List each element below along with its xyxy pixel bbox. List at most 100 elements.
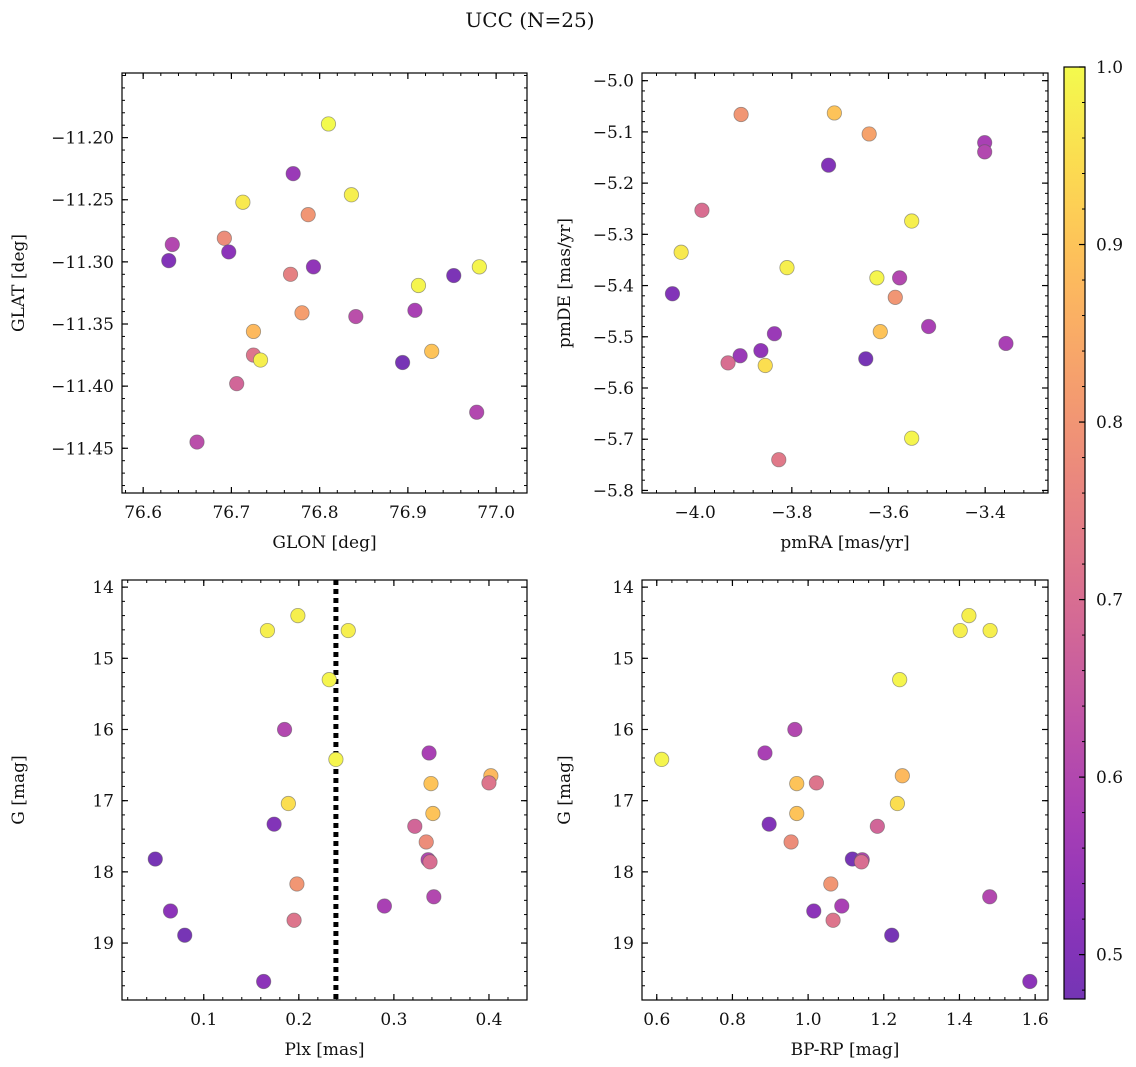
data-point <box>904 430 920 446</box>
y-tick-label: 14 <box>92 578 114 598</box>
data-point <box>977 144 993 160</box>
data-point <box>321 672 337 688</box>
x-tick-label: 76.8 <box>301 503 339 523</box>
x-axis-label: Plx [mas] <box>284 1040 364 1060</box>
data-point <box>424 343 440 359</box>
data-point <box>673 244 689 260</box>
data-point <box>1022 973 1038 990</box>
data-point <box>853 854 870 870</box>
data-point <box>982 622 998 639</box>
data-point <box>216 230 232 246</box>
data-point <box>869 270 885 286</box>
x-tick-label: −3.6 <box>868 503 909 523</box>
data-point <box>177 927 193 943</box>
data-point <box>694 202 710 218</box>
x-tick-label: 0.3 <box>380 1010 407 1030</box>
x-tick-label: 1.2 <box>870 1010 897 1030</box>
y-tick-label: −5.5 <box>593 328 634 348</box>
x-tick-label: 0.6 <box>643 1010 670 1030</box>
data-point <box>826 105 842 121</box>
data-point <box>961 607 977 624</box>
data-point <box>834 898 850 914</box>
data-point <box>423 775 439 792</box>
data-point <box>245 323 262 340</box>
x-tick-label: 76.7 <box>212 503 250 523</box>
data-point <box>761 816 777 832</box>
colorbar-gradient <box>1063 66 1086 1000</box>
x-axis-label: pmRA [mas/yr] <box>780 533 909 553</box>
x-tick-label: 76.9 <box>389 503 427 523</box>
y-tick-label: −5.7 <box>593 430 634 450</box>
data-point <box>252 352 269 368</box>
data-point <box>289 876 305 892</box>
y-tick-label: −11.20 <box>51 129 114 149</box>
data-point <box>376 898 392 914</box>
x-tick-label: 0.2 <box>285 1010 312 1030</box>
data-point <box>753 343 769 359</box>
data-point <box>766 326 783 342</box>
y-tick-label: 18 <box>92 863 114 883</box>
y-tick-label: −5.8 <box>593 481 634 501</box>
axes-frame <box>641 579 1049 1001</box>
data-point <box>300 207 316 223</box>
data-point <box>757 745 773 761</box>
y-axis-label: pmDE [mas/yr] <box>555 218 575 348</box>
axes-frame <box>121 72 528 494</box>
data-point <box>858 351 874 367</box>
colorbar-tick-label: 1.0 <box>1096 58 1123 78</box>
data-point <box>162 903 179 919</box>
x-tick-label: −3.4 <box>965 503 1006 523</box>
data-point <box>425 805 441 822</box>
panel-plx-g: 0.1 0.2 0.3 0.4 14 15 16 17 18 19 Plx [mas] G [mag] <box>9 578 528 1060</box>
data-point <box>422 854 438 870</box>
data-point <box>787 721 803 738</box>
x-tick-label: 0.1 <box>190 1010 217 1030</box>
data-point <box>982 889 998 905</box>
x-tick-label: 1.6 <box>1022 1010 1049 1030</box>
data-point <box>348 308 364 325</box>
data-point <box>410 277 427 294</box>
data-point <box>229 376 245 392</box>
y-axis-label: G [mag] <box>555 755 575 824</box>
y-tick-label: −5.2 <box>593 174 634 194</box>
data-point <box>266 816 282 832</box>
data-point <box>189 434 205 450</box>
data-point <box>825 912 841 928</box>
data-point <box>720 355 736 371</box>
data-point <box>823 876 839 892</box>
colorbar-tick-label: 0.5 <box>1096 946 1123 966</box>
data-point <box>340 622 356 639</box>
x-tick-label: −3.8 <box>771 503 812 523</box>
data-point <box>164 236 180 253</box>
data-point <box>343 187 360 203</box>
data-point <box>904 213 920 229</box>
data-point <box>861 126 877 142</box>
colorbar: 0.5 0.6 0.7 0.8 0.9 1.0 <box>1063 58 1123 1000</box>
data-point <box>820 157 837 173</box>
data-point <box>161 253 177 269</box>
axes-frame <box>641 72 1049 494</box>
y-tick-label: −11.35 <box>51 315 114 335</box>
data-point <box>305 259 322 275</box>
colorbar-tick-label: 0.6 <box>1096 768 1123 788</box>
x-tick-label: 76.6 <box>124 503 162 523</box>
x-axis-label: GLON [deg] <box>272 533 376 553</box>
data-point <box>256 973 272 990</box>
data-point <box>407 818 423 834</box>
y-tick-label: −11.40 <box>51 377 114 397</box>
panel-bprp-g: 0.6 0.8 1.0 1.2 1.4 1.6 14 15 16 17 18 19 BP-RP [mag… <box>555 578 1049 1060</box>
y-tick-label: 16 <box>92 720 114 740</box>
y-axis-label: G [mag] <box>9 755 29 824</box>
data-point <box>147 851 163 867</box>
x-tick-label: 0.8 <box>719 1010 746 1030</box>
y-tick-label: −11.25 <box>51 191 114 211</box>
colorbar-tick-label: 0.8 <box>1096 413 1123 433</box>
axes-frame <box>121 579 528 1001</box>
data-point <box>282 266 299 282</box>
x-tick-label: 1.4 <box>946 1010 973 1030</box>
y-tick-label: −5.6 <box>593 379 634 399</box>
data-point <box>654 751 670 767</box>
data-point <box>286 912 302 928</box>
